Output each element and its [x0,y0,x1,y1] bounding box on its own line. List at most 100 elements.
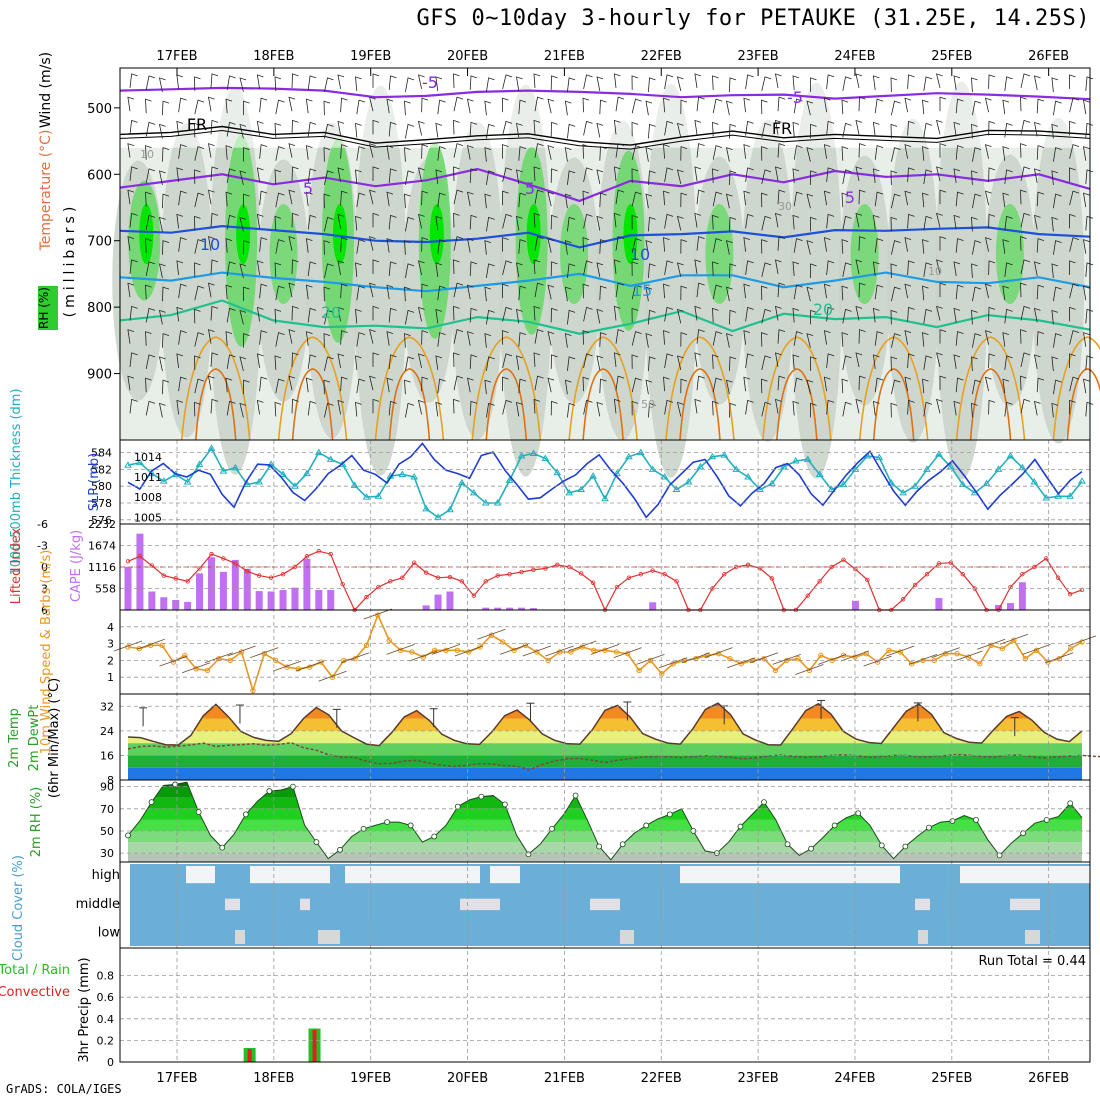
thickness-point [636,448,645,456]
thickness-point [708,452,717,460]
wind-barb [761,332,768,347]
wind-barb [469,214,478,230]
wind-barb [1051,123,1059,139]
wind-barb [469,354,478,369]
rh-shade-core [332,204,347,265]
thickness-point [744,472,752,480]
wind-speed-point [613,649,620,655]
wind-barb [405,77,415,93]
wind-barb [239,402,247,418]
wind-barb [417,167,425,183]
wind-barb [725,240,733,255]
wind-barb [437,332,446,347]
wind-barb [890,356,898,371]
thickness-point [481,499,490,506]
wind-barb [323,379,331,395]
wind-barb [583,399,593,415]
contour-label: 20 [813,300,833,319]
wind-speed-line [127,612,1083,694]
wind-barb [664,167,674,182]
wind-barb [324,309,334,325]
wind-barb [761,378,768,394]
wind-barb [417,120,425,136]
cape-bar [231,559,239,610]
wind-barb [1051,309,1059,325]
wind-barb [712,98,723,114]
wind-barb [810,309,817,325]
contour-label: 5 [845,188,855,207]
wind-barb [696,375,705,391]
wind-barb [984,97,992,113]
rh-point [878,842,885,849]
wind-barb [355,76,362,91]
wind-speed-point [727,656,733,662]
wind-barb [842,355,852,371]
wind-barb [534,236,544,251]
wind-barb [596,169,604,185]
wind-barb [890,263,898,278]
lifted-index-point [268,575,274,580]
wind-barb [127,375,135,391]
wind-barb [793,331,803,346]
wind-barb [891,193,901,209]
wind-barb [162,147,170,162]
wind-barb [369,189,376,205]
rh-shade-green [850,204,879,304]
wind-barb [923,262,933,277]
wind-barb [1082,332,1090,347]
rh-point [148,799,155,806]
wind-barb [645,286,653,302]
thickness-point [255,478,264,485]
wind-barb [466,377,474,393]
thickness-point [946,462,955,470]
thickness-point [1066,492,1074,499]
wind-barb [613,212,621,228]
wind-barb [550,214,558,230]
wind-barb [210,166,219,181]
wind-barb [567,356,576,371]
wind-barb [1002,146,1010,161]
wind-barb [774,259,782,274]
thickness-axis-label: 1000-500mb Thickness (dm) [9,388,24,575]
wind-barb [613,119,621,135]
wind-barb [127,189,135,205]
contour-label: 5 [525,179,535,198]
wind-barb [388,307,397,323]
wind-barb [615,189,625,205]
wind-barb [971,356,978,371]
wind-barb [774,166,782,181]
lifted-ytick-label: -3 [37,540,48,553]
wind-barb [663,376,670,392]
wind-barb [955,145,964,160]
thickness-point [469,488,478,496]
wind-barb [955,331,964,346]
wind-barb [1053,100,1062,116]
slp-line [127,442,1083,519]
wind-barb [567,263,576,278]
wind-barb [176,260,184,275]
wind-barb [486,170,495,185]
wind-barb [534,282,544,298]
wind-speed-point [159,642,165,648]
wind-barb [502,353,513,369]
wind-barb [582,330,590,345]
wind-barb [1051,402,1059,418]
wind-barb [1033,121,1041,137]
cape-bar [434,594,442,610]
cloud-low-gap [1025,930,1040,944]
wind-barb [178,144,187,159]
wind-barb [547,284,555,300]
wind-barb [323,100,331,116]
wind-barb [613,73,621,88]
wind-barb [936,398,943,414]
precip-convective-bar [247,1049,252,1062]
rh-point [996,852,1003,859]
wind-barb [988,167,996,182]
wind-speed-point [1045,659,1051,665]
wind-barb [337,353,345,369]
wind-barb [680,192,688,208]
rh-shade-core [236,204,251,265]
wind-barb [340,190,348,206]
wind-barb [239,77,247,93]
wind-speed-point [182,652,188,659]
